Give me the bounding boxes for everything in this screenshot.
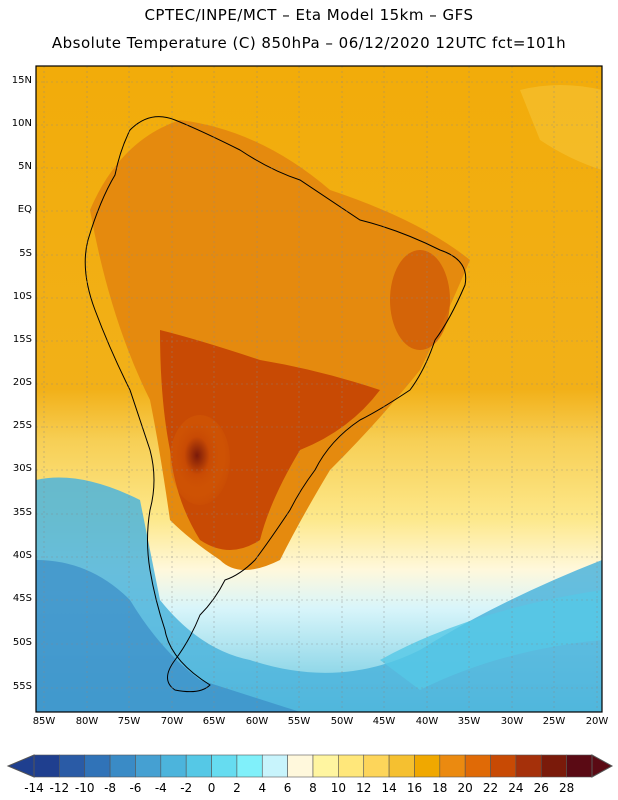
lat-label: 30S (12, 463, 32, 474)
lat-label: 55S (12, 681, 32, 692)
colorbar-label: 16 (406, 781, 423, 795)
map-frame (35, 65, 603, 713)
lat-label: 20S (12, 377, 32, 388)
colorbar-swatch (109, 754, 136, 778)
colorbar-label: -12 (49, 781, 70, 795)
hottest-spot (170, 415, 230, 505)
colorbar-label: -10 (74, 781, 95, 795)
lon-label: 65W (202, 716, 226, 727)
colorbar-label: 8 (309, 781, 317, 795)
colorbar-max-arrow (591, 754, 614, 778)
colorbar-swatch (287, 754, 314, 778)
lon-label: 70W (160, 716, 184, 727)
colorbar-label: 12 (356, 781, 372, 795)
colorbar-swatch (59, 754, 86, 778)
colorbar-swatch (160, 754, 187, 778)
lon-label: 75W (117, 716, 141, 727)
colorbar-label: -14 (24, 781, 44, 795)
coastline (84, 116, 467, 693)
lon-label: 60W (245, 716, 269, 727)
colorbar-swatch (312, 754, 339, 778)
lat-label: 5S (19, 248, 32, 259)
colorbar-label: -6 (129, 781, 142, 795)
colorbar-label: 24 (508, 781, 524, 795)
colorbar-label: 20 (457, 781, 473, 795)
lon-label: 40W (415, 716, 439, 727)
colorbar-label: -8 (104, 781, 117, 795)
lat-label: EQ (17, 204, 32, 215)
lon-label: 55W (287, 716, 311, 727)
lat-label: 45S (12, 593, 32, 604)
lat-label: 50S (12, 637, 32, 648)
colorbar-label: 26 (533, 781, 549, 795)
lon-label: 35W (457, 716, 481, 727)
graticule (36, 66, 602, 712)
colorbar-label: -2 (180, 781, 193, 795)
colorbar-label: 6 (283, 781, 292, 795)
pale-patch-ne (520, 85, 602, 170)
colorbar-swatch (135, 754, 162, 778)
lon-label: 25W (542, 716, 566, 727)
lat-label: 40S (12, 550, 32, 561)
lat-label: 15N (11, 75, 32, 86)
colorbar-swatch (490, 754, 517, 778)
colorbar-swatch (363, 754, 390, 778)
colorbar-swatch (540, 754, 567, 778)
colorbar-swatch (261, 754, 288, 778)
lat-label: 35S (12, 507, 32, 518)
colder-region (36, 560, 300, 712)
colorbar-min-arrow (6, 754, 35, 778)
colorbar-swatch (439, 754, 466, 778)
ne-hot-spot (390, 250, 450, 350)
colorbar (6, 754, 614, 778)
colorbar-swatch (236, 754, 263, 778)
colorbar-swatch (515, 754, 542, 778)
colorbar-swatch (566, 754, 593, 778)
colorbar-label: 2 (233, 781, 241, 795)
colorbar-swatch (33, 754, 60, 778)
lat-label: 15S (12, 334, 32, 345)
colorbar-swatch (338, 754, 365, 778)
lat-label: 5N (18, 161, 32, 172)
colorbar-label: 4 (258, 781, 267, 795)
colorbar-swatch (84, 754, 111, 778)
lat-label: 10S (12, 291, 32, 302)
colorbar-swatch (211, 754, 238, 778)
colorbar-label: -4 (154, 781, 167, 795)
lon-label: 50W (330, 716, 354, 727)
colorbar-label: 10 (330, 781, 346, 795)
title-line-2: Absolute Temperature (C) 850hPa – 06/12/… (51, 34, 567, 52)
colorbar-label: 0 (207, 781, 216, 795)
lon-label: 85W (32, 716, 56, 727)
lon-label: 45W (372, 716, 396, 727)
colorbar-swatch (388, 754, 415, 778)
colorbar-swatch (464, 754, 491, 778)
lat-label: 10N (11, 118, 32, 129)
colorbar-swatch (185, 754, 212, 778)
colorbar-label: 28 (558, 781, 575, 795)
title-line-1: CPTEC/INPE/MCT – Eta Model 15km – GFS (144, 6, 474, 24)
lon-label: 80W (75, 716, 99, 727)
colorbar-label: 14 (381, 781, 397, 795)
lon-label: 20W (585, 716, 609, 727)
lon-label: 30W (500, 716, 524, 727)
cool-band (380, 590, 602, 690)
lat-label: 25S (12, 420, 32, 431)
colorbar-label: 18 (432, 781, 448, 795)
colorbar-label: 22 (482, 781, 499, 795)
colorbar-swatch (414, 754, 441, 778)
